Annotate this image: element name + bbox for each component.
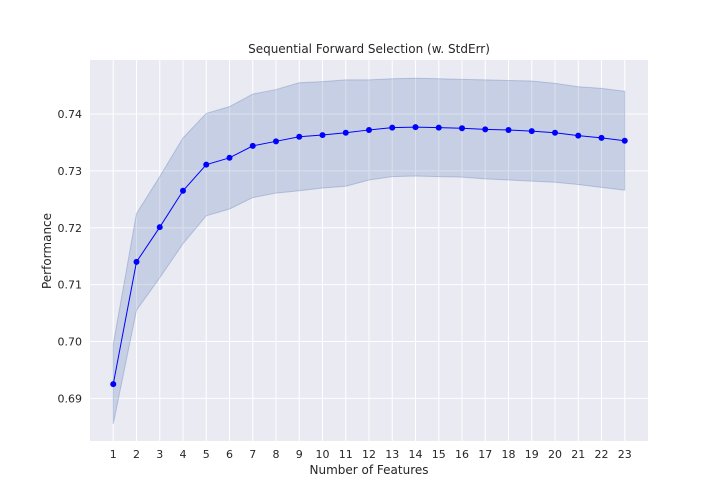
x-tick-labels: 1 2 3 4 5 6 7 8 9 10 11 12 13 14 15 16 17 18 19 20 21 22 23 (110, 448, 632, 461)
data-point (528, 128, 535, 135)
data-point (156, 224, 163, 231)
data-point (459, 125, 465, 132)
x-tick-label: 20 (548, 448, 562, 461)
x-tick-label: 7 (249, 448, 256, 461)
data-point (296, 133, 303, 140)
x-tick-label: 11 (339, 448, 353, 461)
data-point (505, 126, 512, 133)
y-tick-label: 0.70 (58, 335, 83, 348)
data-point (598, 134, 605, 141)
y-tick-label: 0.69 (58, 392, 83, 405)
data-point (319, 132, 326, 139)
performance-markers (110, 124, 628, 388)
x-tick-label: 6 (226, 448, 233, 461)
x-tick-label: 22 (595, 448, 609, 461)
data-point (249, 142, 256, 149)
data-point (552, 129, 558, 136)
stderr-band (112, 77, 626, 425)
data-point (412, 124, 419, 131)
x-tick-label: 18 (502, 448, 516, 461)
data-point (203, 161, 210, 168)
x-tick-label: 15 (432, 448, 446, 461)
x-tick-label: 5 (203, 448, 210, 461)
data-point (133, 258, 140, 265)
data-point (575, 132, 582, 139)
x-axis-label: Number of Features (310, 463, 429, 477)
data-point (342, 129, 349, 136)
chart-title: Sequential Forward Selection (w. StdErr) (248, 42, 490, 56)
x-tick-label: 10 (316, 448, 330, 461)
data-point (435, 124, 442, 131)
data-point (482, 126, 489, 133)
y-tick-label: 0.71 (58, 279, 83, 292)
grid-lines (90, 60, 648, 441)
x-tick-label: 16 (455, 448, 469, 461)
x-tick-label: 23 (618, 448, 632, 461)
x-tick-label: 4 (180, 448, 187, 461)
x-tick-label: 19 (525, 448, 539, 461)
data-point (110, 381, 117, 388)
x-tick-label: 8 (273, 448, 280, 461)
y-tick-label: 0.72 (58, 222, 83, 235)
data-point (180, 187, 186, 194)
x-tick-label: 1 (110, 448, 117, 461)
data-point (366, 126, 372, 133)
x-tick-label: 3 (156, 448, 163, 461)
x-tick-label: 17 (478, 448, 492, 461)
y-tick-label: 0.73 (58, 165, 83, 178)
x-tick-label: 13 (385, 448, 399, 461)
x-tick-label: 12 (362, 448, 376, 461)
x-tick-label: 14 (409, 448, 423, 461)
data-point (226, 154, 233, 161)
y-axis-label: Performance (40, 213, 54, 289)
data-point (621, 137, 628, 144)
x-tick-label: 21 (571, 448, 585, 461)
x-tick-label: 2 (133, 448, 140, 461)
data-point (273, 138, 279, 145)
y-tick-label: 0.74 (58, 108, 83, 121)
y-tick-labels: 0.69 0.70 0.71 0.72 0.73 0.74 (58, 108, 83, 405)
x-tick-label: 9 (296, 448, 303, 461)
data-point (389, 124, 396, 131)
